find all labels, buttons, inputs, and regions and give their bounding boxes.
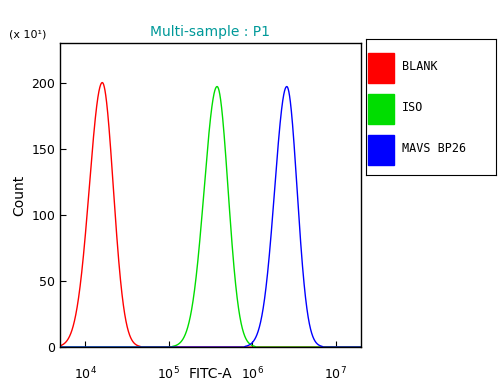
Y-axis label: Count: Count [12,174,26,216]
FancyBboxPatch shape [368,94,394,124]
Text: $10^7$: $10^7$ [324,365,347,382]
FancyBboxPatch shape [368,53,394,83]
FancyBboxPatch shape [368,135,394,165]
Text: $10^4$: $10^4$ [74,365,97,382]
Text: $10^5$: $10^5$ [157,365,180,382]
Text: (x 10¹): (x 10¹) [9,30,47,40]
Text: ISO: ISO [402,101,423,114]
Text: MAVS BP26: MAVS BP26 [402,142,466,155]
X-axis label: FITC-A: FITC-A [188,367,232,381]
Text: $10^6$: $10^6$ [240,365,264,382]
Title: Multi-sample : P1: Multi-sample : P1 [150,25,271,39]
Text: BLANK: BLANK [402,60,438,73]
